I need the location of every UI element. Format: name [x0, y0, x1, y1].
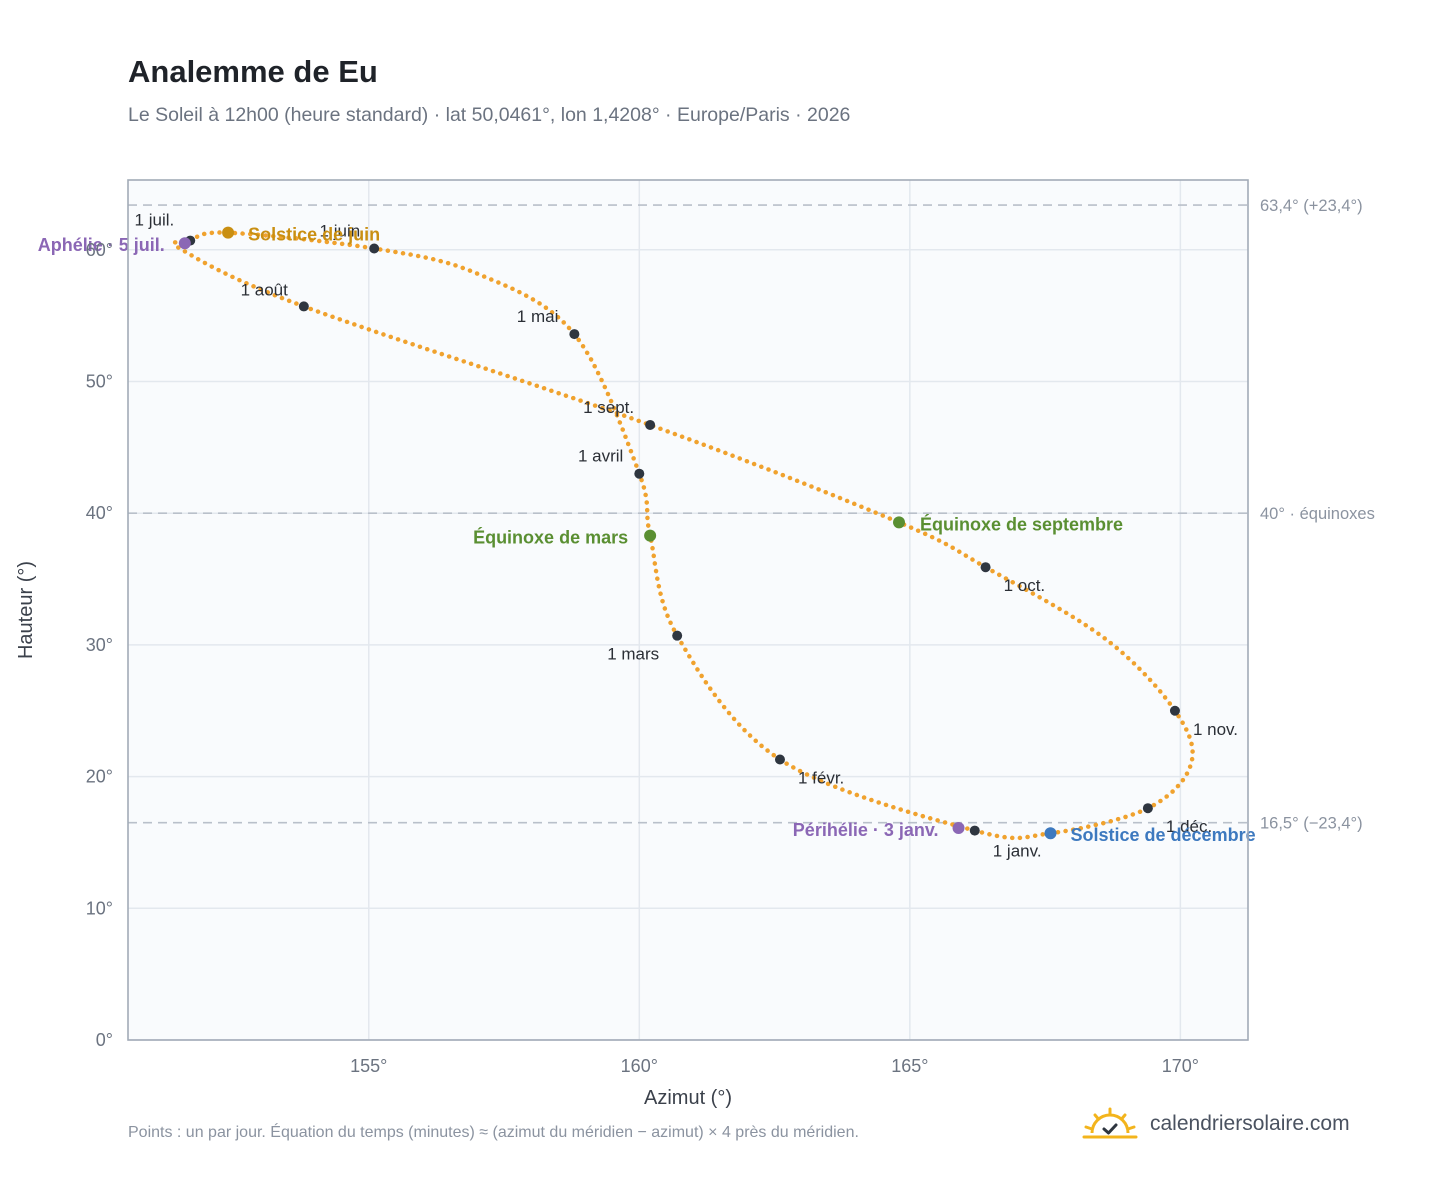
reference-line-label: 16,5° (−23,4°): [1260, 815, 1363, 833]
event-label: Solstice de juin: [248, 225, 380, 245]
sun-check-icon: [1082, 1107, 1138, 1139]
y-axis-ticks: 0° 10° 20° 30° 40° 50° 60°: [86, 240, 113, 1050]
reference-lines: 63,4° (+23,4°) 40° · équinoxes 16,5° (−23,…: [128, 197, 1375, 833]
month-label: 1 juin: [320, 221, 361, 240]
month-point: [969, 825, 980, 836]
month-label: 1 oct.: [1004, 576, 1046, 595]
month-point: [672, 630, 683, 641]
month-label: 1 sept.: [583, 398, 634, 417]
month-point: [298, 301, 309, 312]
event-point: [893, 516, 906, 529]
month-label: 1 août: [241, 280, 289, 299]
event-point: [178, 237, 191, 250]
month-label: 1 févr.: [798, 768, 844, 787]
reference-line-label: 40° · équinoxes: [1260, 505, 1375, 523]
x-tick-label: 165°: [891, 1056, 928, 1076]
event-point: [1044, 827, 1057, 840]
x-tick-label: 170°: [1162, 1056, 1199, 1076]
month-point: [645, 419, 656, 430]
plot-frame: [127, 179, 1249, 1041]
month-point: [774, 754, 785, 765]
event-label: Solstice de décembre: [1071, 825, 1256, 845]
month-label: 1 juil.: [135, 211, 175, 230]
event-point: [644, 529, 657, 542]
month-point: [980, 562, 991, 573]
y-tick-label: 10°: [86, 898, 113, 918]
y-axis-title: Hauteur (°): [15, 561, 37, 659]
month-point: [634, 468, 645, 479]
chart-title: Analemme de Eu: [128, 54, 378, 89]
chart-subtitle: Le Soleil à 12h00 (heure standard) · lat…: [128, 104, 851, 126]
y-tick-label: 20°: [86, 767, 113, 787]
month-label: 1 avril: [578, 447, 623, 466]
x-tick-label: 155°: [350, 1056, 387, 1076]
x-tick-label: 160°: [621, 1056, 658, 1076]
month-label: 1 mars: [607, 645, 659, 664]
event-label: Périhélie · 3 janv.: [793, 820, 939, 840]
y-tick-label: 40°: [86, 503, 113, 523]
month-label: 1 mai: [517, 307, 559, 326]
y-tick-label: 0°: [96, 1030, 113, 1050]
event-point: [222, 226, 235, 239]
y-tick-label: 30°: [86, 635, 113, 655]
y-tick-label: 50°: [86, 372, 113, 392]
event-point: [952, 821, 965, 834]
month-label: 1 nov.: [1193, 720, 1238, 739]
month-point: [1142, 803, 1153, 814]
event-label: Équinoxe de mars: [473, 527, 628, 548]
event-label: Équinoxe de septembre: [920, 513, 1123, 534]
month-point: [1169, 705, 1180, 716]
event-label: Aphélie · 5 juil.: [38, 235, 165, 255]
plot-area: [128, 180, 1248, 1040]
month-markers: 1 janv. 1 févr. 1 mars 1 avril 1 mai 1 juin 1 …: [135, 211, 1238, 861]
x-axis-title: Azimut (°): [644, 1087, 732, 1109]
reference-line-label: 63,4° (+23,4°): [1260, 197, 1363, 215]
month-point: [569, 329, 580, 340]
brand-name: calendriersolaire.com: [1150, 1112, 1350, 1135]
month-label: 1 janv.: [993, 842, 1042, 861]
brand-logo: calendriersolaire.com: [1082, 1104, 1350, 1144]
event-markers: Solstice de juin Solstice de décembre Équi…: [38, 225, 1256, 846]
month-point: [369, 243, 380, 254]
y-tick-label: 60°: [86, 240, 113, 260]
x-axis-ticks: 155° 160° 165° 170°: [350, 1056, 1199, 1076]
month-label: 1 déc.: [1166, 817, 1212, 836]
footnote: Points : un par jour. Équation du temps …: [128, 1124, 859, 1141]
